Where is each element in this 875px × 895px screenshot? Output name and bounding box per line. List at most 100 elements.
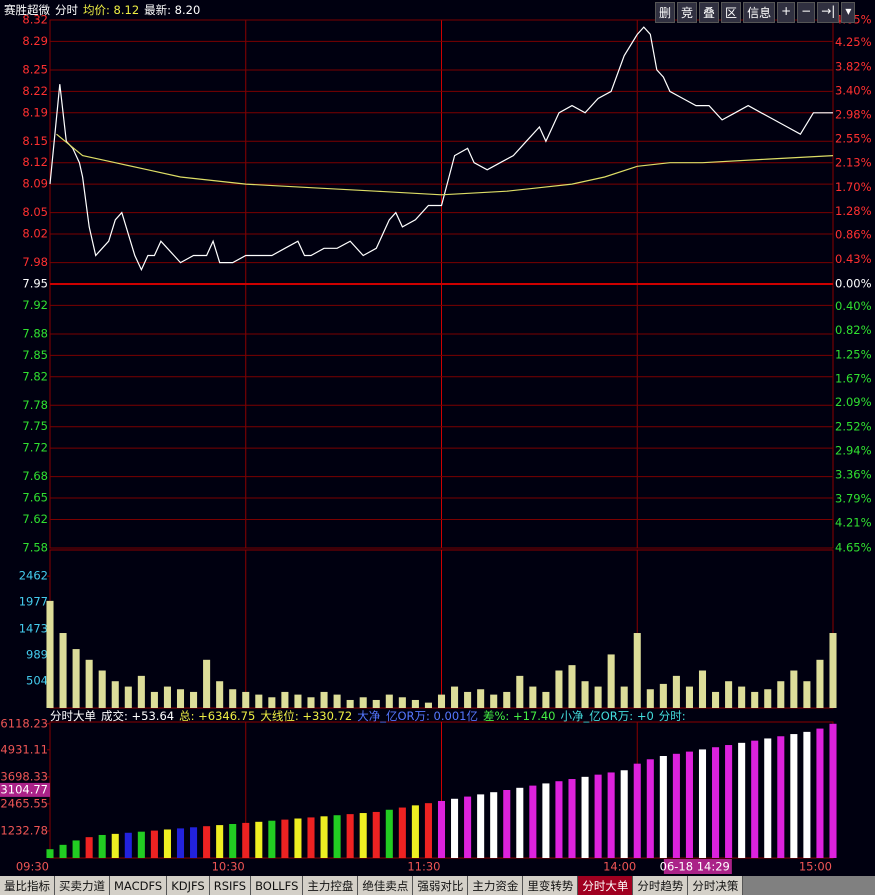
y2-tick-label: 1.28% bbox=[835, 204, 872, 218]
y2-tick-label: 2.55% bbox=[835, 132, 872, 146]
bar bbox=[385, 694, 393, 708]
bar bbox=[451, 686, 459, 708]
tab[interactable]: RSIFS bbox=[209, 876, 252, 895]
bar bbox=[568, 665, 576, 708]
y-tick-label: 7.85 bbox=[22, 348, 48, 362]
bar bbox=[229, 689, 237, 708]
bar bbox=[333, 694, 341, 708]
bar bbox=[581, 681, 589, 708]
bar bbox=[477, 689, 485, 708]
bar bbox=[542, 691, 550, 708]
tab[interactable]: MACDFS bbox=[110, 876, 168, 895]
y2-tick-label: 1.67% bbox=[835, 371, 872, 385]
bar bbox=[359, 813, 367, 858]
y-tick-label: 8.25 bbox=[22, 62, 48, 76]
y2-tick-label: 3.82% bbox=[835, 60, 872, 74]
bar bbox=[411, 699, 419, 708]
bar bbox=[725, 681, 733, 708]
tab[interactable]: 分时大单 bbox=[578, 876, 634, 895]
y-tick-label: +6118.23 bbox=[0, 716, 48, 730]
tab[interactable]: 绝佳卖点 bbox=[358, 876, 414, 895]
y-tick-label: 989 bbox=[26, 648, 48, 662]
bar bbox=[320, 816, 328, 858]
tab[interactable]: 强弱对比 bbox=[413, 876, 469, 895]
bar bbox=[659, 683, 667, 708]
bar bbox=[633, 763, 641, 858]
tool-button[interactable]: →| bbox=[817, 2, 840, 23]
x-tick-label: 09:30 bbox=[16, 860, 49, 874]
panel-header-text: 小净_亿OR万: +0 bbox=[560, 709, 654, 723]
bar bbox=[137, 675, 145, 708]
x-tick-label: 14:00 bbox=[603, 860, 636, 874]
bar bbox=[712, 747, 720, 858]
bar bbox=[620, 770, 628, 858]
bar bbox=[307, 697, 315, 708]
bar bbox=[203, 826, 211, 858]
y-tick-label: 8.09 bbox=[22, 177, 48, 191]
y-tick-label: 8.05 bbox=[22, 205, 48, 219]
tool-button[interactable]: 信息 bbox=[743, 2, 776, 23]
bar bbox=[137, 831, 145, 858]
tab[interactable]: 主力控盘 bbox=[303, 876, 359, 895]
bar bbox=[424, 803, 432, 858]
bar bbox=[294, 818, 302, 858]
tab[interactable]: BOLLFS bbox=[251, 876, 304, 895]
bar bbox=[72, 840, 80, 858]
bar bbox=[503, 691, 511, 708]
bar bbox=[255, 694, 263, 708]
tool-button[interactable]: 区 bbox=[721, 2, 742, 23]
tab[interactable]: 里变转势 bbox=[523, 876, 579, 895]
x-tick-label: 10:30 bbox=[212, 860, 245, 874]
bar bbox=[555, 781, 563, 858]
bar bbox=[163, 686, 171, 708]
tab[interactable]: KDJFS bbox=[167, 876, 210, 895]
price-header: 赛胜超微 分时 均价: 8.12 最新: 8.20 bbox=[4, 3, 200, 17]
bar bbox=[124, 686, 132, 708]
bar bbox=[398, 807, 406, 858]
y-tick-label: 8.02 bbox=[22, 227, 48, 241]
bar bbox=[281, 691, 289, 708]
tool-button[interactable]: 叠 bbox=[699, 2, 720, 23]
bar bbox=[542, 783, 550, 858]
tool-button[interactable]: + bbox=[777, 2, 796, 23]
bar bbox=[581, 776, 589, 858]
y2-tick-label: 0.00% bbox=[835, 277, 872, 291]
y-tick-label: 7.82 bbox=[22, 369, 48, 383]
tool-button[interactable]: 竞 bbox=[677, 2, 698, 23]
tab[interactable]: 买卖力道 bbox=[55, 876, 110, 895]
bar bbox=[803, 681, 811, 708]
panel-header-text: 成交: +53.64 bbox=[101, 709, 175, 723]
panel-header-text: 大线位: +330.72 bbox=[260, 709, 353, 723]
bar bbox=[124, 832, 132, 858]
bar bbox=[281, 819, 289, 858]
bar bbox=[437, 800, 446, 858]
tool-button[interactable]: 删 bbox=[655, 2, 676, 23]
tool-button[interactable]: ▾ bbox=[841, 2, 856, 23]
bar bbox=[490, 694, 498, 708]
bar bbox=[216, 825, 224, 858]
y2-tick-label: 3.40% bbox=[835, 83, 872, 97]
bar bbox=[477, 794, 485, 858]
bar bbox=[372, 811, 380, 858]
y-tick-label: 7.98 bbox=[22, 255, 48, 269]
tab[interactable]: 量比指标 bbox=[0, 876, 55, 895]
header-text: 均价: 8.12 bbox=[83, 3, 140, 17]
bar bbox=[216, 681, 224, 708]
y-tick-label: 8.32 bbox=[22, 13, 48, 27]
bar bbox=[268, 697, 276, 708]
tab[interactable]: 分时趋势 bbox=[633, 876, 689, 895]
bar bbox=[111, 681, 119, 708]
y-tick-label: +1232.78 bbox=[0, 823, 48, 837]
y-tick-label: 504 bbox=[26, 674, 48, 688]
panel-header-text: 分时: bbox=[658, 709, 686, 723]
tab[interactable]: 主力资金 bbox=[468, 876, 524, 895]
y2-tick-label: 2.52% bbox=[835, 420, 872, 434]
y2-tick-label: 0.82% bbox=[835, 323, 872, 337]
panel-header-text: 大净_亿OR万: 0.001亿 bbox=[357, 709, 478, 723]
tab[interactable]: 分时决策 bbox=[688, 876, 744, 895]
toolbar: 删竞叠区信息 + − →| ▾ bbox=[655, 2, 856, 23]
header-text: 分时 bbox=[55, 3, 78, 17]
tool-button[interactable]: − bbox=[797, 2, 816, 23]
bar bbox=[464, 691, 472, 708]
